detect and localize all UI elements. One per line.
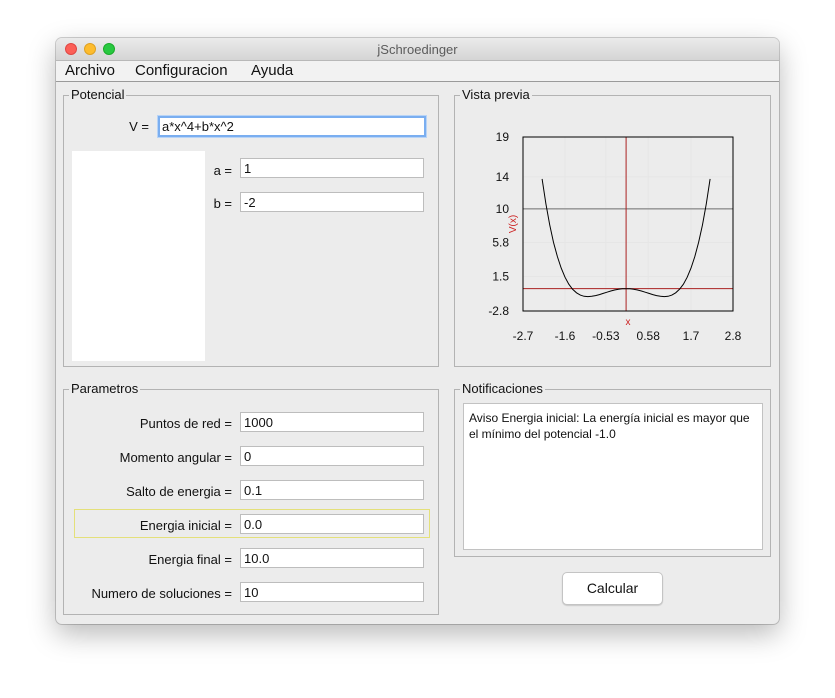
notificaciones-title: Notificaciones bbox=[460, 381, 545, 396]
x-tick-label: 1.7 bbox=[683, 329, 700, 343]
vista-previa-panel: Vista previa 19 14 10 5.8 1.5 -2.8 -2.7 -1.6 -0… bbox=[454, 87, 771, 367]
formula-preview-area bbox=[72, 151, 205, 361]
window-title: jSchroedinger bbox=[377, 42, 458, 57]
param-a-label: a = bbox=[213, 163, 232, 178]
vista-previa-title: Vista previa bbox=[460, 87, 532, 102]
salto-de-energia-input[interactable]: 0.1 bbox=[240, 480, 424, 500]
y-tick-labels: 19 14 10 5.8 1.5 -2.8 bbox=[488, 130, 509, 318]
x-tick-label: -0.53 bbox=[592, 329, 620, 343]
x-tick-labels: -2.7 -1.6 -0.53 0.58 1.7 2.8 bbox=[513, 329, 742, 343]
parametros-title: Parametros bbox=[69, 381, 141, 396]
notificaciones-panel: Notificaciones Aviso Energia inicial: La… bbox=[454, 381, 771, 557]
chart-grid bbox=[522, 136, 734, 312]
energia-inicial-input[interactable]: 0.0 bbox=[240, 514, 424, 534]
numero-de-soluciones-label: Numero de soluciones = bbox=[91, 586, 232, 601]
potencial-panel: Potencial V = a*x^4+b*x^2 a = 1 b = -2 bbox=[63, 87, 439, 367]
y-tick-label: -2.8 bbox=[488, 304, 509, 318]
x-tick-label: -1.6 bbox=[555, 329, 576, 343]
y-tick-label: 19 bbox=[496, 130, 510, 144]
puntos-de-red-label: Puntos de red = bbox=[139, 416, 232, 431]
x-axis-label: x bbox=[626, 317, 631, 328]
salto-de-energia-label: Salto de energia = bbox=[126, 484, 232, 499]
notification-message: Aviso Energia inicial: La energía inicia… bbox=[463, 403, 763, 550]
plot-frame bbox=[522, 136, 734, 312]
calcular-button[interactable]: Calcular bbox=[562, 572, 663, 605]
puntos-de-red-input[interactable]: 1000 bbox=[240, 412, 424, 432]
app-window: jSchroedinger Archivo Configuracion Ayud… bbox=[56, 38, 779, 624]
parametros-panel: Parametros Puntos de red = 1000 Momento … bbox=[63, 381, 439, 615]
menu-archivo[interactable]: Archivo bbox=[65, 62, 116, 79]
x-tick-label: 2.8 bbox=[725, 329, 742, 343]
x-tick-label: 0.58 bbox=[637, 329, 661, 343]
x-tick-label: -2.7 bbox=[513, 329, 534, 343]
energia-inicial-label: Energia inicial = bbox=[139, 518, 232, 533]
energia-inicial-warning-highlight bbox=[74, 509, 430, 538]
zoom-window-button[interactable] bbox=[103, 43, 115, 55]
potential-expression-input[interactable]: a*x^4+b*x^2 bbox=[158, 116, 426, 137]
y-tick-label: 14 bbox=[496, 170, 510, 184]
potencial-title: Potencial bbox=[69, 87, 127, 102]
y-tick-label: 1.5 bbox=[492, 270, 509, 284]
potential-curve bbox=[541, 178, 711, 298]
y-tick-label: 10 bbox=[496, 202, 510, 216]
chart-reference-lines bbox=[523, 137, 733, 311]
menu-bar: Archivo Configuracion Ayuda bbox=[56, 61, 779, 82]
momento-angular-label: Momento angular = bbox=[119, 450, 232, 465]
v-label: V = bbox=[129, 119, 149, 134]
param-b-label: b = bbox=[213, 196, 232, 211]
menu-configuracion[interactable]: Configuracion bbox=[135, 62, 228, 79]
y-tick-label: 5.8 bbox=[492, 235, 509, 249]
title-bar: jSchroedinger bbox=[56, 38, 779, 61]
param-b-input[interactable]: -2 bbox=[240, 192, 424, 212]
energia-final-label: Energia final = bbox=[148, 552, 232, 567]
param-a-input[interactable]: 1 bbox=[240, 158, 424, 178]
potential-chart: 19 14 10 5.8 1.5 -2.8 -2.7 -1.6 -0.53 0.58 1.7 2.8… bbox=[488, 130, 742, 343]
menu-ayuda[interactable]: Ayuda bbox=[251, 62, 294, 79]
close-window-button[interactable] bbox=[65, 43, 77, 55]
y-axis-label: V(x) bbox=[508, 215, 519, 233]
energia-final-input[interactable]: 10.0 bbox=[240, 548, 424, 568]
momento-angular-input[interactable]: 0 bbox=[240, 446, 424, 466]
minimize-window-button[interactable] bbox=[84, 43, 96, 55]
numero-de-soluciones-input[interactable]: 10 bbox=[240, 582, 424, 602]
